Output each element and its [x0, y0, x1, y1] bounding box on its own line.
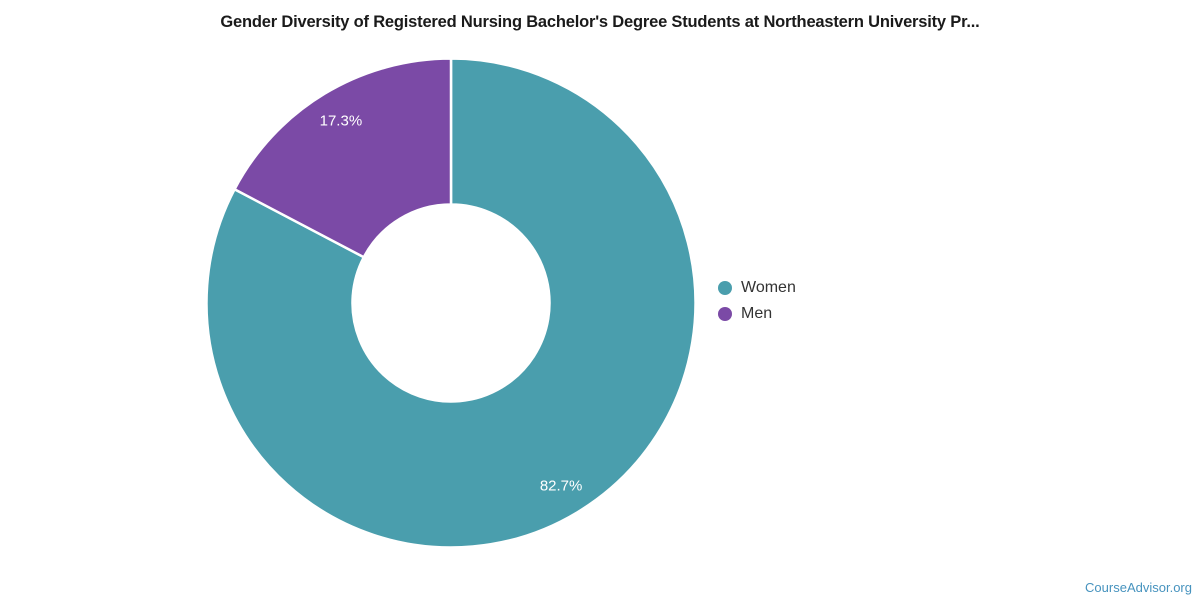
watermark-link[interactable]: CourseAdvisor.org	[1085, 580, 1192, 595]
slice-label-women: 82.7%	[540, 477, 583, 494]
slice-label-men: 17.3%	[320, 113, 363, 130]
legend-label-men: Men	[741, 305, 773, 322]
pie-slice-men[interactable]	[233, 57, 453, 259]
pie-slice-women[interactable]	[205, 57, 697, 549]
legend: Women Men	[718, 279, 796, 331]
legend-swatch-men-icon	[718, 307, 732, 321]
legend-item-men[interactable]: Men	[718, 305, 796, 323]
legend-item-women[interactable]: Women	[718, 279, 796, 297]
legend-label-women: Women	[741, 279, 796, 296]
chart-title: Gender Diversity of Registered Nursing B…	[220, 13, 980, 31]
legend-swatch-women-icon	[718, 281, 732, 295]
